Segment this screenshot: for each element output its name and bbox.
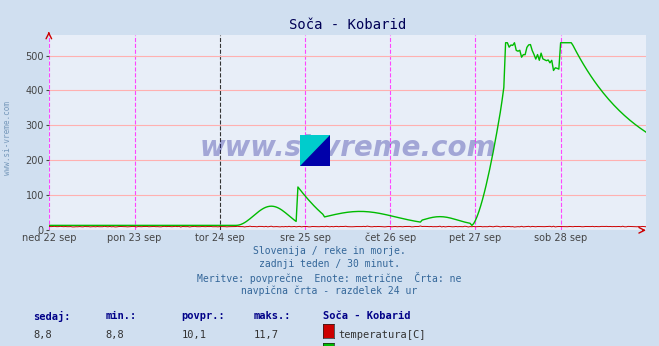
Text: temperatura[C]: temperatura[C] xyxy=(339,330,426,340)
Text: www.si-vreme.com: www.si-vreme.com xyxy=(200,134,496,162)
Text: zadnji teden / 30 minut.: zadnji teden / 30 minut. xyxy=(259,259,400,269)
Text: navpična črta - razdelek 24 ur: navpična črta - razdelek 24 ur xyxy=(241,285,418,295)
Text: www.si-vreme.com: www.si-vreme.com xyxy=(3,101,13,175)
Title: Soča - Kobarid: Soča - Kobarid xyxy=(289,18,406,32)
Text: povpr.:: povpr.: xyxy=(181,311,225,321)
Polygon shape xyxy=(300,135,330,166)
Text: min.:: min.: xyxy=(105,311,136,321)
Text: 11,7: 11,7 xyxy=(254,330,279,340)
Text: Soča - Kobarid: Soča - Kobarid xyxy=(323,311,411,321)
Text: 8,8: 8,8 xyxy=(33,330,51,340)
Text: 10,1: 10,1 xyxy=(181,330,206,340)
Text: 8,8: 8,8 xyxy=(105,330,124,340)
Polygon shape xyxy=(300,135,330,166)
Text: sedaj:: sedaj: xyxy=(33,311,71,322)
Text: maks.:: maks.: xyxy=(254,311,291,321)
Text: Meritve: povprečne  Enote: metrične  Črta: ne: Meritve: povprečne Enote: metrične Črta:… xyxy=(197,272,462,284)
Text: Slovenija / reke in morje.: Slovenija / reke in morje. xyxy=(253,246,406,256)
